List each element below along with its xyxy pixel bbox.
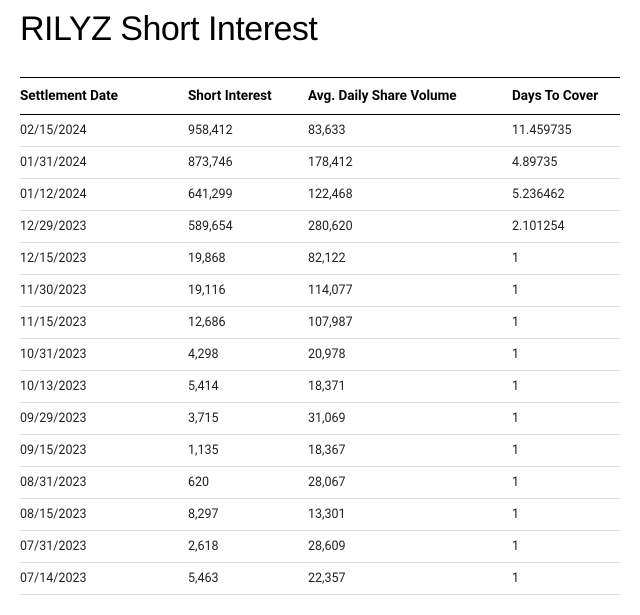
table-cell: 07/14/2023	[20, 563, 188, 595]
table-row: 09/29/20233,71531,0691	[20, 403, 620, 435]
table-cell: 1	[512, 371, 620, 403]
table-cell: 13,301	[308, 499, 512, 531]
table-cell: 08/15/2023	[20, 499, 188, 531]
table-cell: 1	[512, 307, 620, 339]
table-cell: 178,412	[308, 147, 512, 179]
table-row: 10/13/20235,41418,3711	[20, 371, 620, 403]
table-cell: 09/29/2023	[20, 403, 188, 435]
col-header-short-interest: Short Interest	[188, 78, 308, 115]
table-cell: 1	[512, 435, 620, 467]
table-cell: 28,609	[308, 531, 512, 563]
col-header-settlement-date: Settlement Date	[20, 78, 188, 115]
table-cell: 114,077	[308, 275, 512, 307]
table-cell: 11.459735	[512, 115, 620, 147]
table-cell: 3,715	[188, 403, 308, 435]
table-cell: 620	[188, 467, 308, 499]
table-cell: 8,297	[188, 499, 308, 531]
table-cell: 107,987	[308, 307, 512, 339]
table-cell: 5,463	[188, 563, 308, 595]
table-cell: 2.101254	[512, 211, 620, 243]
table-row: 02/15/2024958,41283,63311.459735	[20, 115, 620, 147]
table-cell: 4,298	[188, 339, 308, 371]
table-header-row: Settlement Date Short Interest Avg. Dail…	[20, 78, 620, 115]
col-header-days-to-cover: Days To Cover	[512, 78, 620, 115]
table-cell: 280,620	[308, 211, 512, 243]
table-cell: 31,069	[308, 403, 512, 435]
table-cell: 12/15/2023	[20, 243, 188, 275]
table-cell: 589,654	[188, 211, 308, 243]
table-cell: 641,299	[188, 179, 308, 211]
table-cell: 1	[512, 339, 620, 371]
table-cell: 02/15/2024	[20, 115, 188, 147]
table-cell: 28,067	[308, 467, 512, 499]
table-row: 12/29/2023589,654280,6202.101254	[20, 211, 620, 243]
table-row: 07/14/20235,46322,3571	[20, 563, 620, 595]
table-cell: 1	[512, 243, 620, 275]
table-cell: 19,868	[188, 243, 308, 275]
table-cell: 2,618	[188, 531, 308, 563]
table-cell: 01/12/2024	[20, 179, 188, 211]
table-row: 11/30/202319,116114,0771	[20, 275, 620, 307]
table-row: 11/15/202312,686107,9871	[20, 307, 620, 339]
table-cell: 12,686	[188, 307, 308, 339]
table-body: 02/15/2024958,41283,63311.45973501/31/20…	[20, 115, 620, 595]
table-cell: 4.89735	[512, 147, 620, 179]
table-cell: 18,367	[308, 435, 512, 467]
table-cell: 1	[512, 563, 620, 595]
table-row: 09/15/20231,13518,3671	[20, 435, 620, 467]
table-cell: 10/31/2023	[20, 339, 188, 371]
table-row: 10/31/20234,29820,9781	[20, 339, 620, 371]
table-cell: 10/13/2023	[20, 371, 188, 403]
table-cell: 11/30/2023	[20, 275, 188, 307]
table-cell: 5,414	[188, 371, 308, 403]
table-cell: 122,468	[308, 179, 512, 211]
table-cell: 19,116	[188, 275, 308, 307]
table-cell: 07/31/2023	[20, 531, 188, 563]
table-row: 08/15/20238,29713,3011	[20, 499, 620, 531]
table-cell: 18,371	[308, 371, 512, 403]
table-cell: 1	[512, 467, 620, 499]
table-cell: 01/31/2024	[20, 147, 188, 179]
table-cell: 82,122	[308, 243, 512, 275]
short-interest-table: Settlement Date Short Interest Avg. Dail…	[20, 77, 620, 595]
table-row: 01/31/2024873,746178,4124.89735	[20, 147, 620, 179]
table-row: 08/31/202362028,0671	[20, 467, 620, 499]
table-row: 01/12/2024641,299122,4685.236462	[20, 179, 620, 211]
table-cell: 09/15/2023	[20, 435, 188, 467]
table-row: 07/31/20232,61828,6091	[20, 531, 620, 563]
table-cell: 873,746	[188, 147, 308, 179]
table-cell: 12/29/2023	[20, 211, 188, 243]
table-cell: 20,978	[308, 339, 512, 371]
page-title: RILYZ Short Interest	[20, 10, 620, 49]
table-row: 12/15/202319,86882,1221	[20, 243, 620, 275]
table-cell: 11/15/2023	[20, 307, 188, 339]
table-cell: 1,135	[188, 435, 308, 467]
table-cell: 08/31/2023	[20, 467, 188, 499]
table-cell: 1	[512, 275, 620, 307]
table-cell: 5.236462	[512, 179, 620, 211]
table-cell: 1	[512, 499, 620, 531]
table-cell: 958,412	[188, 115, 308, 147]
table-cell: 1	[512, 531, 620, 563]
table-cell: 1	[512, 403, 620, 435]
table-cell: 22,357	[308, 563, 512, 595]
col-header-avg-volume: Avg. Daily Share Volume	[308, 78, 512, 115]
table-cell: 83,633	[308, 115, 512, 147]
